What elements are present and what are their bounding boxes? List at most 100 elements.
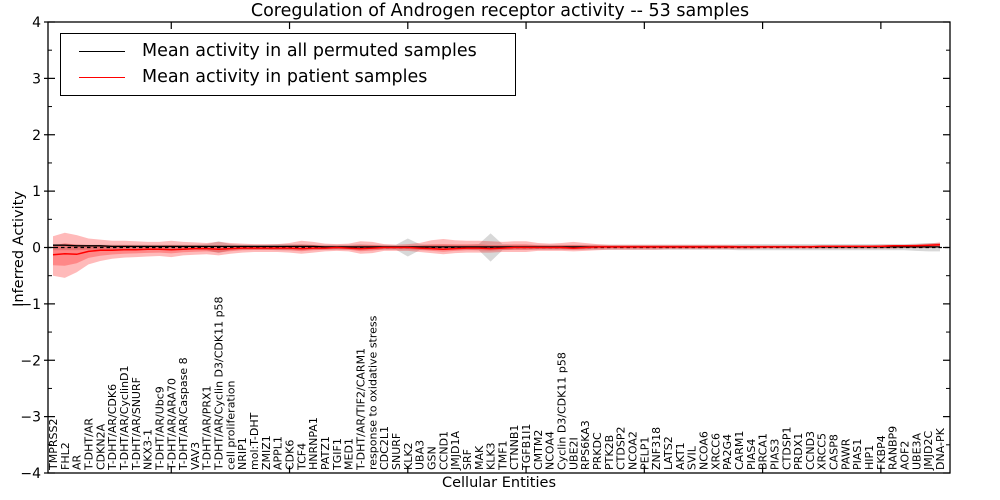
entity-label: UBE2I [567,437,580,470]
entity-label: NCOA2 [627,431,640,470]
entity-label: PAWR [839,438,852,470]
entity-label: T-DHT/AR/TIF2/CARM1 [355,348,368,471]
entity-label: SNURF [390,433,403,470]
entity-label: HIP1 [863,445,876,470]
chart-title: Coregulation of Androgen receptor activi… [250,1,750,21]
entity-label: PRKDC [591,432,604,470]
entity-label: KLK3 [485,442,498,470]
entity-label: GSN [426,446,439,470]
entity-label: ZMIZ1 [260,435,273,470]
legend-label-patient: Mean activity in patient samples [142,66,428,87]
patient-confidence-band-outer [53,232,940,278]
entity-label: JMJD1A [449,431,462,471]
y-tick-label: 1 [32,184,41,200]
entity-label: NCOA6 [698,431,711,470]
entity-label: PIAS1 [851,439,864,470]
x-axis-label: Cellular Entities [441,475,557,491]
entity-label: TMF1 [496,440,509,471]
legend-line-permuted-icon [79,50,125,52]
legend-label-permuted: Mean activity in all permuted samples [142,40,477,61]
entity-label: CASP8 [828,434,841,470]
entity-label: T-DHT/AR/SNURF [130,377,143,471]
entity-label: T-DHT/AR/ARA70 [165,378,178,471]
entity-label: T-DHT/AR/Cyclin D3/CDK11 p58 [213,296,226,471]
entity-label: SVIL [686,445,699,470]
entity-label: APPL1 [272,436,285,470]
entity-label: DNA-PK [934,427,947,470]
entity-label: response to oxidative stress [366,315,379,470]
entity-label: TCF4 [295,443,308,471]
entity-label: HNRNPA1 [307,417,320,470]
y-tick-label: 4 [32,15,41,31]
entity-label: CCND3 [804,431,817,470]
entity-label: TGFB1I1 [520,424,533,471]
y-tick-label: −2 [20,353,41,369]
entity-label: JMJD2C [922,431,935,471]
entity-label: RPS6KA3 [579,420,592,470]
entity-label: cell proliferation [224,380,237,470]
entity-label: KLK2 [402,442,415,470]
y-tick-label: 0 [32,241,41,257]
legend-row-patient: Mean activity in patient samples [61,66,515,87]
entity-label: PIAS4 [745,439,758,470]
entity-label: TGIF1 [331,438,344,471]
entity-label: T-DHT/AR [83,418,96,471]
entity-label: UBA3 [414,440,427,470]
entity-label: CMTM2 [532,430,545,470]
entity-label: CTNNB1 [508,425,521,470]
entity-label: ZNF318 [650,427,663,470]
entity-label: PA2G4 [721,434,734,470]
entity-label: T-DHT/AR/CDK6 [106,384,119,471]
entity-label: PATZ1 [319,436,332,470]
entity-label: T-DHT/AR/CyclinD1 [118,365,131,471]
entity-label: NRIP1 [236,437,249,470]
entity-label: mol:T-DHT [248,412,261,470]
entity-label: TMPRSS2 [47,419,60,471]
entity-label: SRF [461,449,474,470]
y-tick-label: −4 [20,466,41,482]
entity-label: T-DHT/AR/PRX1 [201,385,214,471]
entity-label: T-DHT/AR/Ubc9 [153,386,166,471]
y-axis-label: Inferred Activity [11,191,27,307]
entity-label: CARM1 [733,431,746,470]
entity-label: AKT1 [674,442,687,470]
entity-label: FHL2 [59,442,72,470]
entity-label: PTK2B [603,435,616,470]
entity-label: T-DHT/AR/Caspase 8 [177,357,190,471]
entity-label: RANBP9 [887,426,900,470]
legend: Mean activity in all permuted samples Me… [60,33,516,96]
entity-label: Cyclin D3/CDK11 p58 [556,352,569,470]
entity-label: LATS2 [662,436,675,470]
y-tick-label: 2 [32,128,41,144]
y-tick-label: 3 [32,71,41,87]
entity-label: AOF2 [899,441,912,470]
legend-row-permuted: Mean activity in all permuted samples [61,40,515,61]
patient-confidence-band-inner [53,243,940,266]
entity-label: UBE3A [910,432,923,470]
entity-label: CCND1 [437,431,450,470]
entity-label: MED1 [343,438,356,470]
entity-label: CDC2L1 [378,426,391,470]
entity-label: XRCC5 [816,433,829,470]
y-tick-label: −3 [20,410,41,426]
entity-label: CDK6 [284,440,297,470]
entity-label: PELP1 [638,437,651,470]
entity-label: NKX3-1 [142,429,155,470]
entity-label: CDKN2A [94,423,107,470]
entity-label: BRCA1 [757,433,770,470]
entity-label: MAK [473,445,486,470]
entity-label: CTDSP1 [780,427,793,470]
patient-mean-line [52,243,941,256]
entity-label: AR [71,454,84,470]
entity-label: PRDX1 [792,433,805,470]
entity-label: PIAS3 [768,439,781,470]
legend-line-patient-icon [79,77,125,79]
entity-label: CTDSP2 [615,427,628,470]
entity-label: NCOA4 [544,431,557,470]
y-tick-label: −1 [20,297,41,313]
entity-label: VAV3 [189,442,202,470]
entity-label: FKBP4 [875,435,888,470]
entity-label: XRCC6 [709,433,722,470]
